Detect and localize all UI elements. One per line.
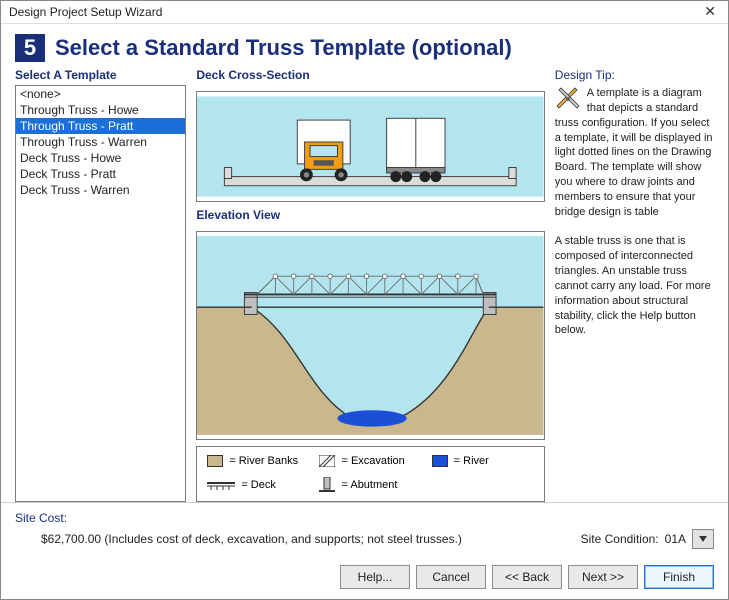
chevron-down-icon [699, 536, 707, 542]
bottom-info: Site Cost: $62,700.00 (Includes cost of … [1, 502, 728, 557]
template-column: Select A Template <none>Through Truss - … [15, 68, 186, 502]
elevation-panel [196, 231, 544, 440]
tip-body: A template is a diagram that depicts a s… [555, 86, 714, 338]
legend-item: = Deck [207, 477, 309, 493]
template-item[interactable]: Through Truss - Howe [16, 102, 185, 118]
sitecost-label: Site Cost: [15, 511, 714, 525]
window-title: Design Project Setup Wizard [9, 5, 162, 19]
site-condition-label: Site Condition: [581, 532, 659, 546]
legend-item: = Abutment [319, 477, 421, 493]
step-header: 5 Select a Standard Truss Template (opti… [1, 24, 728, 68]
titlebar: Design Project Setup Wizard ✕ [1, 1, 728, 24]
wizard-window: Design Project Setup Wizard ✕ 5 Select a… [0, 0, 729, 600]
legend-abutment-icon [319, 477, 335, 493]
tip-column: Design Tip: A template is a diagram that… [555, 68, 714, 502]
next-button[interactable]: Next >> [568, 565, 638, 589]
button-bar: Help... Cancel << Back Next >> Finish [1, 557, 728, 599]
cancel-button[interactable]: Cancel [416, 565, 486, 589]
tip-para2: A stable truss is one that is composed o… [555, 235, 711, 336]
template-item[interactable]: Deck Truss - Pratt [16, 166, 185, 182]
legend-label: = Abutment [341, 479, 397, 491]
cross-section-label: Deck Cross-Section [196, 68, 544, 82]
legend-hatched-icon [319, 455, 335, 467]
tip-title: Design Tip: [555, 68, 714, 82]
legend-label: = River [454, 455, 489, 467]
legend-label: = Excavation [341, 455, 404, 467]
legend-item: = River [432, 455, 534, 467]
sitecost-value: $62,700.00 (Includes cost of deck, excav… [41, 532, 462, 546]
cross-section-panel [196, 91, 544, 202]
template-list-label: Select A Template [15, 68, 186, 82]
template-item[interactable]: Deck Truss - Howe [16, 150, 185, 166]
step-title: Select a Standard Truss Template (option… [55, 35, 512, 61]
elevation-label: Elevation View [196, 208, 544, 222]
legend-swatch-icon [207, 455, 223, 467]
step-number-badge: 5 [15, 34, 45, 62]
elevation-svg [197, 232, 543, 439]
help-button[interactable]: Help... [340, 565, 410, 589]
site-condition-value: 01A [665, 532, 686, 546]
compass-icon [555, 86, 581, 112]
content-area: Select A Template <none>Through Truss - … [1, 68, 728, 502]
template-item[interactable]: <none> [16, 86, 185, 102]
legend-deck-icon [207, 479, 235, 491]
diagram-column: Deck Cross-Section [196, 68, 544, 502]
close-icon[interactable]: ✕ [700, 3, 720, 20]
template-item[interactable]: Through Truss - Pratt [16, 118, 185, 134]
template-item[interactable]: Deck Truss - Warren [16, 182, 185, 198]
site-condition-dropdown[interactable] [692, 529, 714, 549]
legend-label: = River Banks [229, 455, 298, 467]
site-condition: Site Condition: 01A [581, 529, 714, 549]
legend-swatch-icon [432, 455, 448, 467]
cross-section-svg [197, 92, 543, 201]
template-listbox[interactable]: <none>Through Truss - HoweThrough Truss … [15, 85, 186, 502]
finish-button[interactable]: Finish [644, 565, 714, 589]
legend-label: = Deck [241, 479, 276, 491]
legend-item: = Excavation [319, 455, 421, 467]
legend-item: = River Banks [207, 455, 309, 467]
legend-panel: = River Banks = Excavation = River = Deck = … [196, 446, 544, 502]
template-item[interactable]: Through Truss - Warren [16, 134, 185, 150]
back-button[interactable]: << Back [492, 565, 562, 589]
